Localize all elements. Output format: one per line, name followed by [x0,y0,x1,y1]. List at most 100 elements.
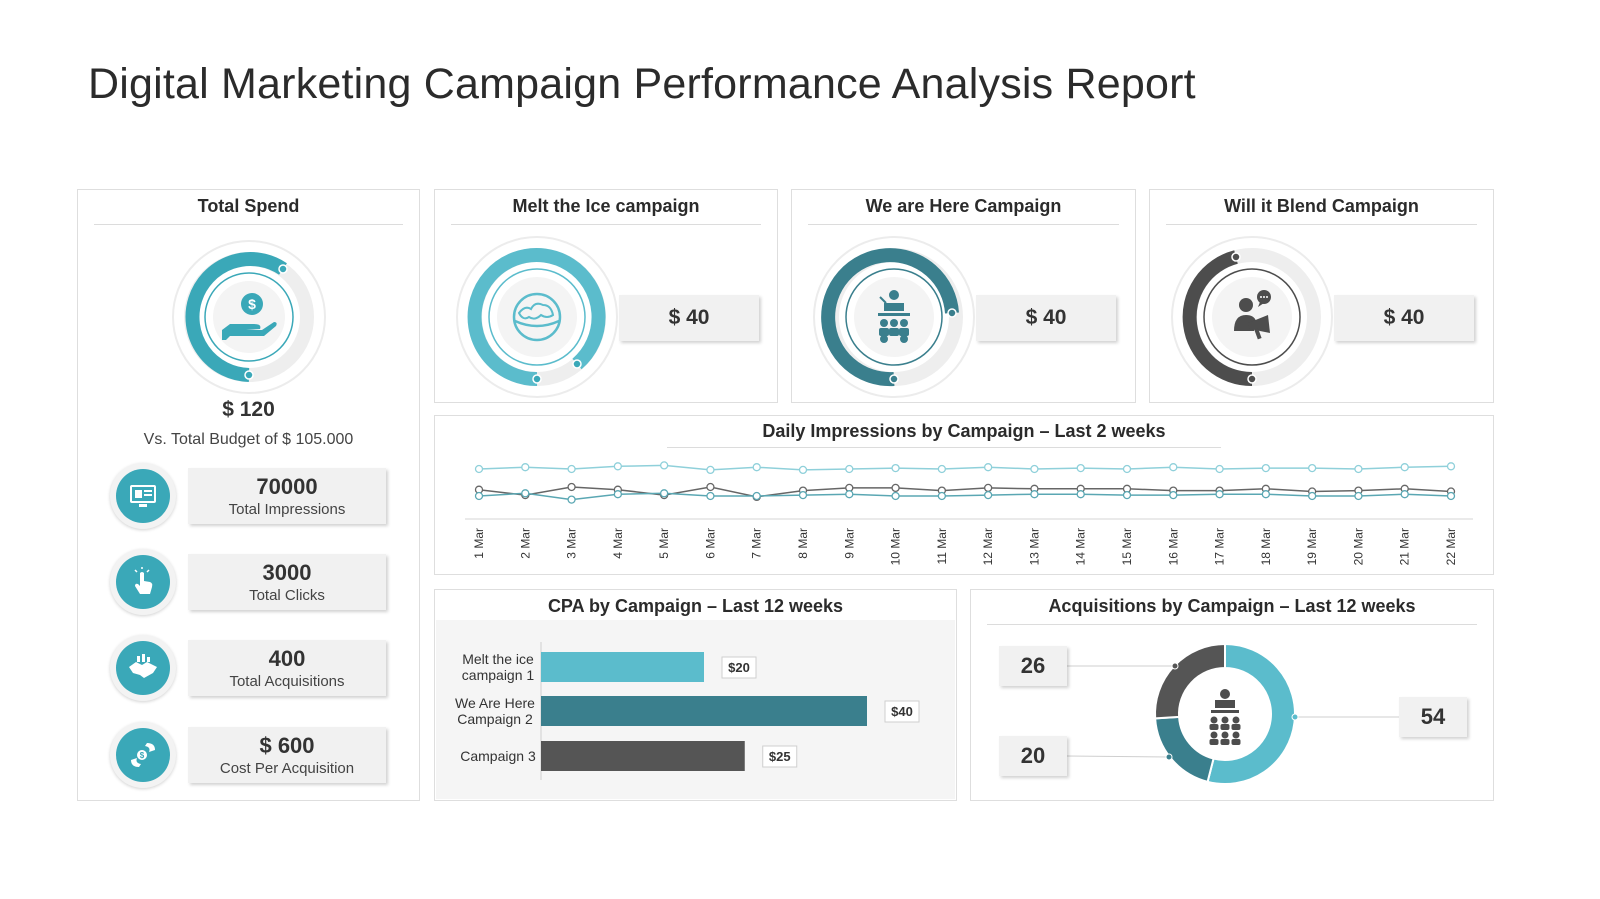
impressions-point [474,491,484,501]
impressions-point [706,482,715,492]
icon-part [1211,710,1239,713]
cpa-category-line: Melt the ice [462,651,534,667]
money-hand-icon: $ [131,743,155,767]
acquisitions-connector-dot [1291,713,1299,721]
impressions-x-tick-label: 5 Mar [657,528,671,559]
impressions-x-tick-label: 20 Mar [1351,528,1365,565]
icon-part [1232,716,1240,724]
impressions-point [752,463,761,472]
impressions-point [891,483,900,493]
impressions-point [1354,464,1363,474]
impressions-x-tick-label: 12 Mar [981,528,995,565]
impressions-point [1446,491,1456,501]
cpa-bar [541,741,745,771]
campaign-amount: $ 40 [619,295,759,341]
gauge-arc [467,248,606,387]
cpa-category-line: We Are Here [455,695,535,711]
impressions-point [891,463,900,473]
impressions-point [521,489,530,498]
svg-text:$: $ [248,296,256,312]
impressions-point [1261,490,1271,499]
impressions-x-tick-label: 4 Mar [611,528,625,559]
acquisitions-donut-chart [1066,642,1399,785]
acquisitions-chart-title: Acquisitions by Campaign – Last 12 weeks [1048,596,1416,616]
icon-part [1209,739,1219,745]
impressions-chart-title: Daily Impressions by Campaign – Last 2 w… [762,421,1166,441]
icon-part [1210,731,1218,739]
monitor-icon [130,485,156,507]
impressions-point [1122,490,1132,500]
gauge-dot-end [1231,252,1241,262]
speaker-megaphone-icon [1234,290,1271,340]
icon-part [1220,739,1230,745]
campaign-gauge [1171,236,1333,398]
presenter-icon [1209,689,1241,745]
campaign-gauge [456,236,618,398]
impressions-x-tick-label: 16 Mar [1166,528,1180,565]
total-spend-amount: $ 120 [222,398,275,421]
gauge-inner-ring [1203,268,1301,366]
gauge-dot-end [947,308,957,318]
panel-divider [94,224,403,225]
kpi-icon-impressions [110,463,176,529]
campaign-amount: $ 40 [1334,295,1474,341]
impressions-x-tick-label: 7 Mar [750,528,764,559]
kpi-label: Total Clicks [249,587,325,604]
icon-part [1221,716,1229,724]
impressions-point [983,483,993,493]
presenter-icon [878,290,910,343]
impressions-point [798,490,808,500]
kpi-total-clicks: 3000 Total Clicks [188,554,386,610]
impressions-point [521,463,530,472]
impressions-point [1030,490,1039,499]
cpa-value-label-box [721,656,757,679]
icon-part [1231,724,1241,730]
impressions-point [706,465,715,475]
kpi-icon-cpa: $ [110,722,176,788]
impressions-x-tick-label: 6 Mar [703,528,717,559]
kpi-total-acquisitions: 400 Total Acquisitions [188,640,386,696]
impressions-point [1030,464,1039,474]
kpi-value: 3000 [262,560,312,585]
icon-part [1210,716,1218,724]
kpi-total-impressions: 70000 Total Impressions [188,468,386,524]
globe-icon [512,292,562,342]
total-spend-gauge: $ [172,240,326,394]
impressions-x-tick-label: 9 Mar [842,528,856,559]
icon-part [1232,731,1240,739]
icon-part [1215,700,1235,708]
icon-part [1220,724,1230,730]
impressions-point [937,491,947,501]
icon-part [1221,731,1229,739]
impressions-point [1169,463,1178,472]
gauge-dot-end [572,359,582,369]
kpi-label: Total Impressions [228,501,346,518]
total-budget-text: Vs. Total Budget of $ 105.000 [143,431,354,448]
impressions-series-line [478,464,1452,471]
gauge-dot-start [532,374,542,384]
campaign-amount: $ 40 [976,295,1116,341]
impressions-x-tick-label: 3 Mar [565,528,579,559]
acquisitions-connector [1066,755,1170,758]
impressions-x-tick-label: 13 Mar [1027,528,1041,565]
impressions-point [567,482,576,492]
icon-part [1209,724,1219,730]
impressions-x-tick-label: 14 Mar [1074,528,1088,565]
acquisition-value-melt-the-ice: 54 [1399,697,1467,737]
money-hand-icon: $ [222,293,277,340]
gauge-inner-ring [488,268,586,366]
cpa-chart-title: CPA by Campaign – Last 12 weeks [547,596,844,616]
impressions-point [474,464,484,474]
impressions-x-tick-label: 10 Mar [889,528,903,565]
page-title: Digital Marketing Campaign Performance A… [88,60,1196,108]
campaign-panel-we-are-here: We are Here Campaign $ 40 [791,189,1136,403]
impressions-series-line [478,486,1452,498]
impressions-x-tick-label: 17 Mar [1213,528,1227,565]
impressions-point [845,490,854,499]
impressions-point [659,461,669,470]
kpi-value: 400 [268,646,306,671]
impressions-point [567,495,576,504]
impressions-point [1215,464,1224,474]
impressions-point [1076,490,1085,499]
cpa-category-label: Campaign 3 [445,748,551,764]
